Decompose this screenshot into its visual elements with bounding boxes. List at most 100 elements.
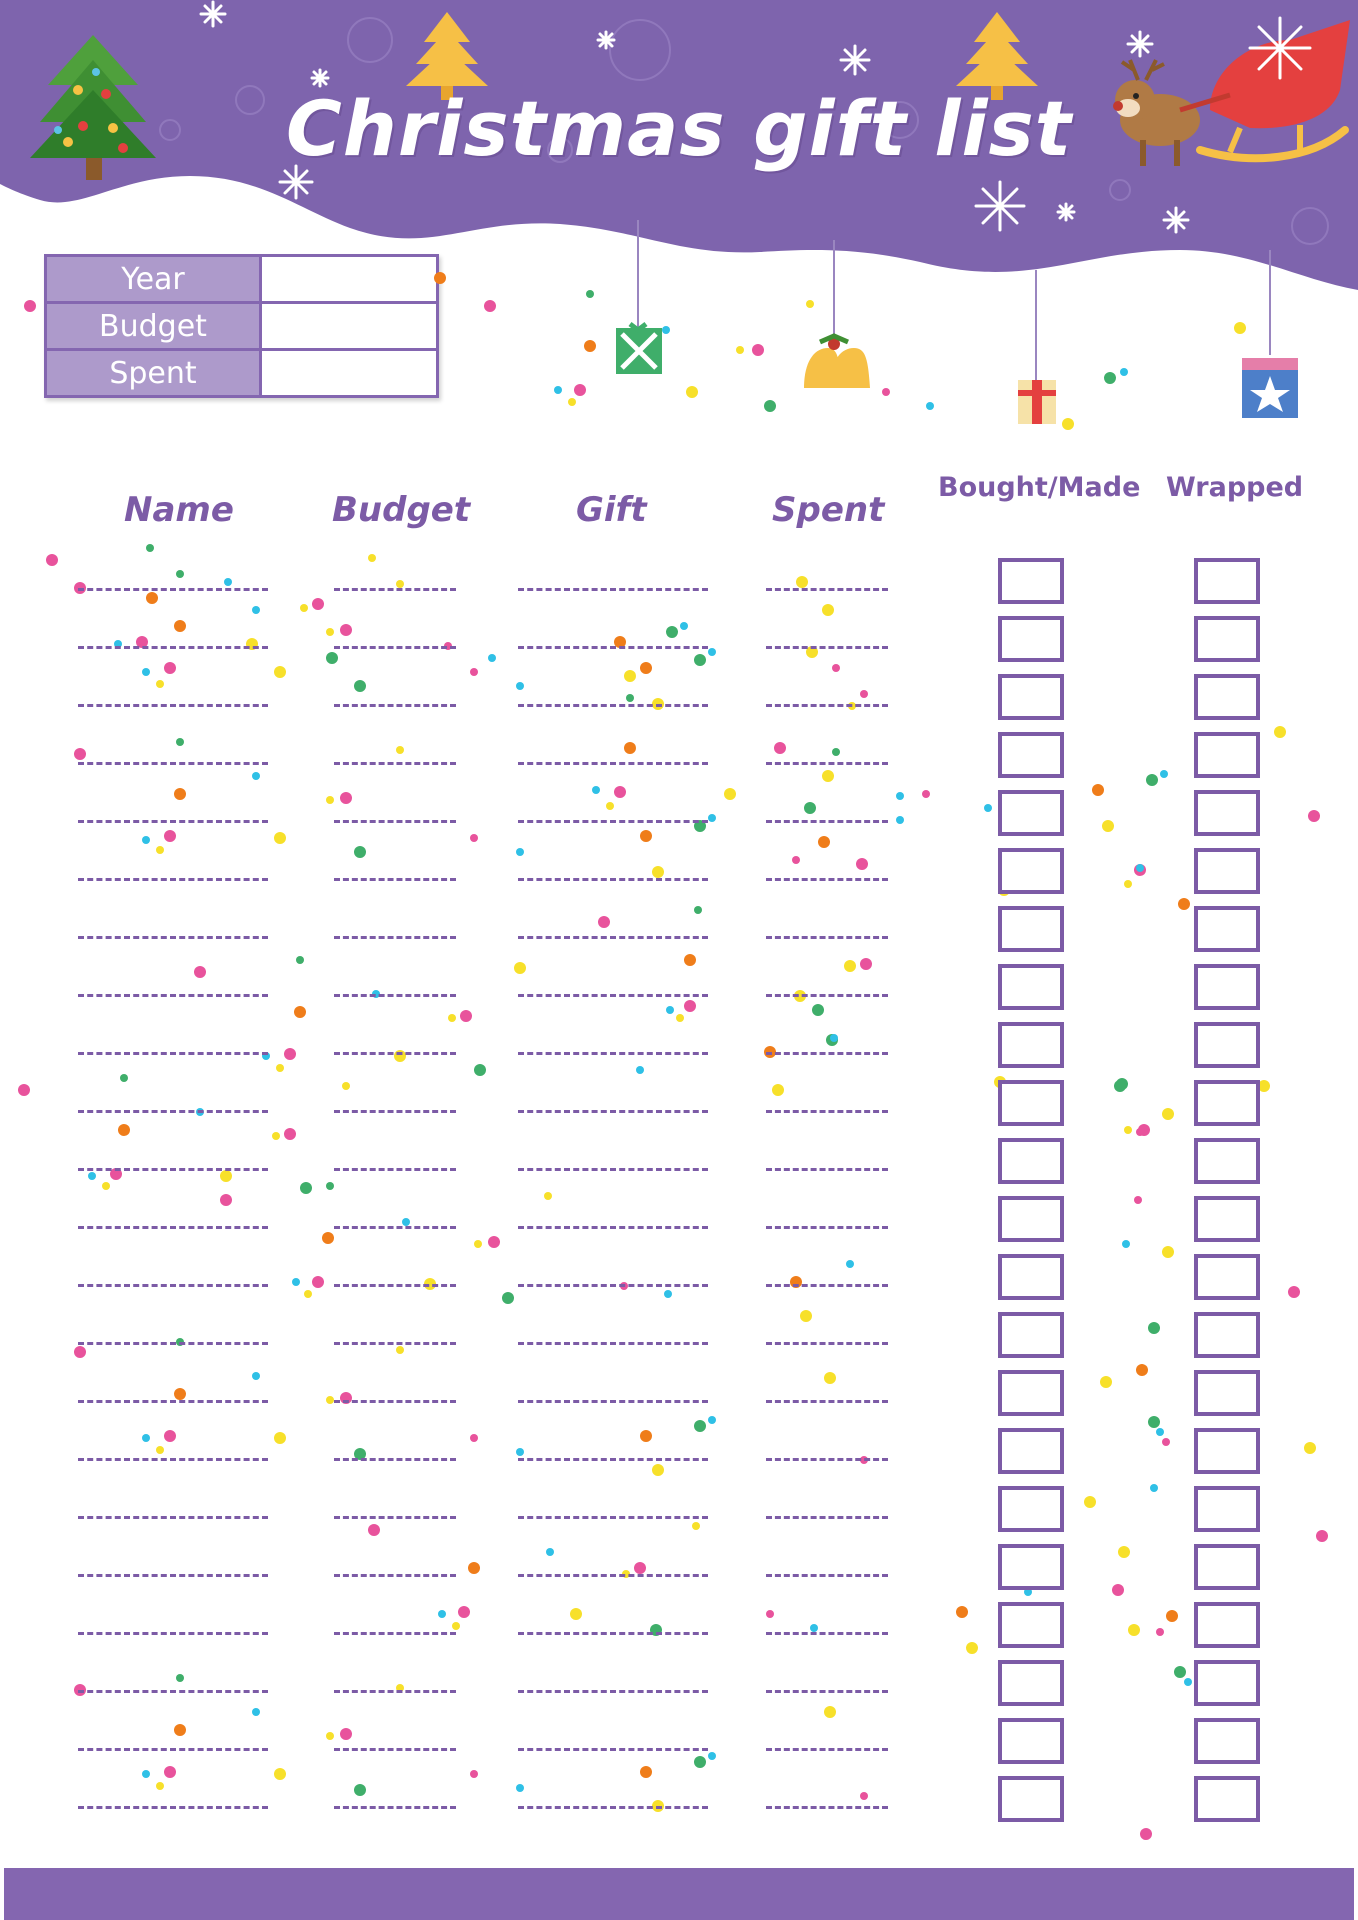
gift-field[interactable] — [518, 1748, 708, 1751]
wrapped-checkbox[interactable] — [1194, 1428, 1260, 1474]
budget-field[interactable] — [334, 1284, 456, 1287]
gift-field[interactable] — [518, 1632, 708, 1635]
name-field[interactable] — [78, 1516, 268, 1519]
bought-made-checkbox[interactable] — [998, 964, 1064, 1010]
budget-field[interactable] — [334, 1226, 456, 1229]
budget-field[interactable] — [334, 762, 456, 765]
spent-field[interactable] — [766, 588, 888, 591]
gift-field[interactable] — [518, 646, 708, 649]
wrapped-checkbox[interactable] — [1194, 1370, 1260, 1416]
name-field[interactable] — [78, 588, 268, 591]
wrapped-checkbox[interactable] — [1194, 1022, 1260, 1068]
spent-field[interactable] — [766, 1342, 888, 1345]
name-field[interactable] — [78, 704, 268, 707]
budget-field[interactable] — [334, 1110, 456, 1113]
spent-field[interactable] — [766, 704, 888, 707]
gift-field[interactable] — [518, 1690, 708, 1693]
spent-field[interactable] — [766, 936, 888, 939]
bought-made-checkbox[interactable] — [998, 732, 1064, 778]
wrapped-checkbox[interactable] — [1194, 964, 1260, 1010]
wrapped-checkbox[interactable] — [1194, 558, 1260, 604]
gift-field[interactable] — [518, 588, 708, 591]
summary-value-spent[interactable] — [259, 348, 439, 398]
gift-field[interactable] — [518, 936, 708, 939]
bought-made-checkbox[interactable] — [998, 790, 1064, 836]
name-field[interactable] — [78, 820, 268, 823]
wrapped-checkbox[interactable] — [1194, 1776, 1260, 1822]
spent-field[interactable] — [766, 1052, 888, 1055]
wrapped-checkbox[interactable] — [1194, 1602, 1260, 1648]
bought-made-checkbox[interactable] — [998, 1544, 1064, 1590]
budget-field[interactable] — [334, 1806, 456, 1809]
gift-field[interactable] — [518, 1284, 708, 1287]
gift-field[interactable] — [518, 994, 708, 997]
gift-field[interactable] — [518, 1052, 708, 1055]
bought-made-checkbox[interactable] — [998, 848, 1064, 894]
budget-field[interactable] — [334, 646, 456, 649]
gift-field[interactable] — [518, 1458, 708, 1461]
spent-field[interactable] — [766, 1690, 888, 1693]
budget-field[interactable] — [334, 936, 456, 939]
spent-field[interactable] — [766, 1168, 888, 1171]
wrapped-checkbox[interactable] — [1194, 1196, 1260, 1242]
bought-made-checkbox[interactable] — [998, 1776, 1064, 1822]
gift-field[interactable] — [518, 820, 708, 823]
bought-made-checkbox[interactable] — [998, 1138, 1064, 1184]
name-field[interactable] — [78, 1052, 268, 1055]
spent-field[interactable] — [766, 1806, 888, 1809]
budget-field[interactable] — [334, 820, 456, 823]
gift-field[interactable] — [518, 1574, 708, 1577]
wrapped-checkbox[interactable] — [1194, 732, 1260, 778]
name-field[interactable] — [78, 1400, 268, 1403]
budget-field[interactable] — [334, 1632, 456, 1635]
wrapped-checkbox[interactable] — [1194, 1080, 1260, 1126]
spent-field[interactable] — [766, 994, 888, 997]
bought-made-checkbox[interactable] — [998, 1080, 1064, 1126]
bought-made-checkbox[interactable] — [998, 1196, 1064, 1242]
budget-field[interactable] — [334, 1458, 456, 1461]
wrapped-checkbox[interactable] — [1194, 1544, 1260, 1590]
wrapped-checkbox[interactable] — [1194, 1138, 1260, 1184]
spent-field[interactable] — [766, 1748, 888, 1751]
wrapped-checkbox[interactable] — [1194, 1660, 1260, 1706]
bought-made-checkbox[interactable] — [998, 1022, 1064, 1068]
gift-field[interactable] — [518, 1342, 708, 1345]
spent-field[interactable] — [766, 1400, 888, 1403]
gift-field[interactable] — [518, 762, 708, 765]
spent-field[interactable] — [766, 1632, 888, 1635]
summary-value-budget[interactable] — [259, 301, 439, 351]
wrapped-checkbox[interactable] — [1194, 616, 1260, 662]
bought-made-checkbox[interactable] — [998, 1602, 1064, 1648]
gift-field[interactable] — [518, 704, 708, 707]
name-field[interactable] — [78, 1748, 268, 1751]
name-field[interactable] — [78, 1110, 268, 1113]
budget-field[interactable] — [334, 1342, 456, 1345]
gift-field[interactable] — [518, 1168, 708, 1171]
gift-field[interactable] — [518, 878, 708, 881]
name-field[interactable] — [78, 646, 268, 649]
gift-field[interactable] — [518, 1110, 708, 1113]
budget-field[interactable] — [334, 1690, 456, 1693]
name-field[interactable] — [78, 1284, 268, 1287]
spent-field[interactable] — [766, 820, 888, 823]
budget-field[interactable] — [334, 878, 456, 881]
wrapped-checkbox[interactable] — [1194, 1254, 1260, 1300]
bought-made-checkbox[interactable] — [998, 1718, 1064, 1764]
bought-made-checkbox[interactable] — [998, 616, 1064, 662]
wrapped-checkbox[interactable] — [1194, 1718, 1260, 1764]
bought-made-checkbox[interactable] — [998, 1312, 1064, 1358]
wrapped-checkbox[interactable] — [1194, 674, 1260, 720]
name-field[interactable] — [78, 762, 268, 765]
budget-field[interactable] — [334, 1516, 456, 1519]
wrapped-checkbox[interactable] — [1194, 906, 1260, 952]
spent-field[interactable] — [766, 1516, 888, 1519]
spent-field[interactable] — [766, 1458, 888, 1461]
bought-made-checkbox[interactable] — [998, 1254, 1064, 1300]
gift-field[interactable] — [518, 1400, 708, 1403]
wrapped-checkbox[interactable] — [1194, 1486, 1260, 1532]
wrapped-checkbox[interactable] — [1194, 1312, 1260, 1358]
budget-field[interactable] — [334, 1052, 456, 1055]
budget-field[interactable] — [334, 1168, 456, 1171]
budget-field[interactable] — [334, 1400, 456, 1403]
spent-field[interactable] — [766, 878, 888, 881]
